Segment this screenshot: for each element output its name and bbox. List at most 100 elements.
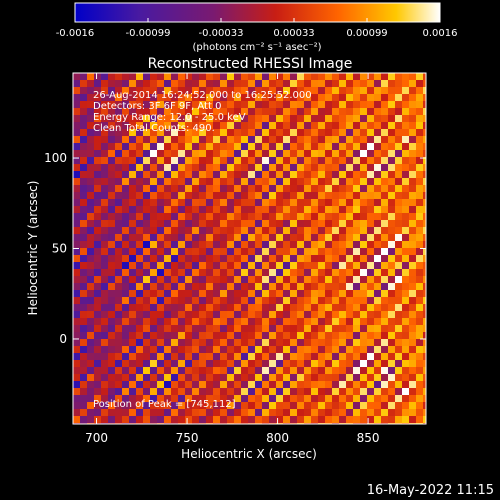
heatmap-cell xyxy=(199,283,207,291)
heatmap-cell xyxy=(360,297,368,305)
heatmap-cell xyxy=(353,94,361,102)
heatmap-cell xyxy=(122,94,130,102)
heatmap-cell xyxy=(213,332,221,340)
heatmap-cell xyxy=(129,171,137,179)
heatmap-cell xyxy=(339,297,347,305)
heatmap-cell xyxy=(276,241,284,249)
heatmap-cell xyxy=(185,395,193,403)
heatmap-cell xyxy=(332,234,340,242)
heatmap-cell xyxy=(143,360,151,368)
heatmap-cell xyxy=(73,73,81,81)
heatmap-cell xyxy=(248,87,256,95)
heatmap-cell xyxy=(255,388,263,396)
heatmap-cell xyxy=(136,150,144,158)
heatmap-cell xyxy=(227,255,235,263)
heatmap-cell xyxy=(227,80,235,88)
heatmap-cell xyxy=(241,367,249,375)
heatmap-cell xyxy=(402,108,410,116)
heatmap-cell xyxy=(136,276,144,284)
heatmap-cell xyxy=(311,381,319,389)
heatmap-cell xyxy=(108,339,116,347)
heatmap-cell xyxy=(157,101,165,109)
heatmap-cell xyxy=(255,409,263,417)
heatmap-cell xyxy=(94,115,102,123)
heatmap-cell xyxy=(353,269,361,277)
heatmap-cell xyxy=(115,87,123,95)
heatmap-cell xyxy=(388,87,396,95)
heatmap-cell xyxy=(164,325,172,333)
heatmap-cell xyxy=(122,115,130,123)
heatmap-cell xyxy=(80,115,88,123)
heatmap-cell xyxy=(192,178,200,186)
heatmap-cell xyxy=(409,290,417,298)
heatmap-cell xyxy=(262,374,270,382)
heatmap-cell xyxy=(94,388,102,396)
heatmap-cell xyxy=(374,115,382,123)
heatmap-cell xyxy=(325,122,333,130)
heatmap-cell xyxy=(325,213,333,221)
heatmap-cell xyxy=(108,199,116,207)
heatmap-cell xyxy=(423,269,426,277)
heatmap-cell xyxy=(115,143,123,151)
heatmap-cell xyxy=(234,185,242,193)
heatmap-cell xyxy=(367,283,375,291)
heatmap-cell xyxy=(220,157,228,165)
heatmap-cell xyxy=(164,332,172,340)
heatmap-cell xyxy=(234,122,242,130)
heatmap-cell xyxy=(129,227,137,235)
heatmap-cell xyxy=(360,178,368,186)
heatmap-cell xyxy=(339,185,347,193)
heatmap-cell xyxy=(164,80,172,88)
heatmap-cell xyxy=(157,143,165,151)
heatmap-cell xyxy=(381,136,389,144)
heatmap-cell xyxy=(423,108,426,116)
heatmap-cell xyxy=(94,108,102,116)
heatmap-cell xyxy=(339,143,347,151)
heatmap-cell xyxy=(346,409,354,417)
heatmap-cell xyxy=(80,332,88,340)
heatmap-cell xyxy=(73,101,81,109)
heatmap-cell xyxy=(87,402,95,410)
heatmap-cell xyxy=(213,178,221,186)
heatmap-cell xyxy=(262,339,270,347)
heatmap-cell xyxy=(360,318,368,326)
heatmap-cell xyxy=(185,255,193,263)
heatmap-cell xyxy=(157,87,165,95)
heatmap-cell xyxy=(409,283,417,291)
heatmap-cell xyxy=(164,220,172,228)
annotation-counts: Clean Total Counts: 490. xyxy=(93,123,215,134)
colorbar-tick-label: -0.00033 xyxy=(199,28,244,39)
heatmap-cell xyxy=(178,416,186,424)
heatmap-cell xyxy=(157,255,165,263)
heatmap-cell xyxy=(388,101,396,109)
heatmap-cell xyxy=(94,185,102,193)
heatmap-cell xyxy=(115,346,123,354)
heatmap-cell xyxy=(395,108,403,116)
heatmap-cell xyxy=(367,353,375,361)
heatmap-cell xyxy=(136,283,144,291)
heatmap-cell xyxy=(262,80,270,88)
heatmap-cell xyxy=(276,374,284,382)
heatmap-cell xyxy=(171,360,179,368)
heatmap-cell xyxy=(164,129,172,137)
heatmap-cell xyxy=(388,227,396,235)
heatmap-cell xyxy=(164,150,172,158)
heatmap-cell xyxy=(185,150,193,158)
heatmap-cell xyxy=(360,213,368,221)
heatmap-cell xyxy=(164,304,172,312)
heatmap-cell xyxy=(122,297,130,305)
heatmap-cell xyxy=(171,241,179,249)
heatmap-cell xyxy=(353,402,361,410)
heatmap-cell xyxy=(353,108,361,116)
heatmap-cell xyxy=(395,136,403,144)
heatmap-cell xyxy=(108,101,116,109)
heatmap-cell xyxy=(150,262,158,270)
heatmap-cell xyxy=(115,381,123,389)
heatmap-cell xyxy=(206,227,214,235)
heatmap-cell xyxy=(171,339,179,347)
heatmap-cell xyxy=(318,325,326,333)
heatmap-cell xyxy=(122,248,130,256)
heatmap-cell xyxy=(339,94,347,102)
heatmap-cell xyxy=(157,164,165,172)
heatmap-cell xyxy=(255,234,263,242)
